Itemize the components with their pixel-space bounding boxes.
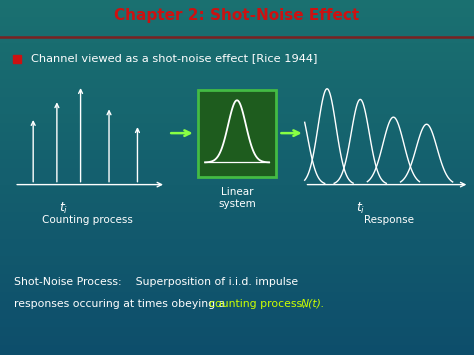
Bar: [198, 90, 276, 177]
Text: counting process,: counting process,: [209, 299, 309, 308]
Bar: [0, 266, 474, 275]
Bar: [0, 178, 474, 186]
Bar: [0, 328, 474, 337]
Bar: [0, 222, 474, 231]
Bar: [0, 36, 474, 44]
Text: responses occuring at times obeying a: responses occuring at times obeying a: [14, 299, 229, 308]
Bar: [0, 53, 474, 62]
Bar: [0, 9, 474, 18]
Bar: [0, 151, 474, 160]
Bar: [0, 302, 474, 311]
Bar: [0, 275, 474, 284]
Bar: [0, 89, 474, 98]
Text: Shot-Noise Process:    Superposition of i.i.d. impulse: Shot-Noise Process: Superposition of i.i…: [14, 277, 298, 287]
Bar: [0, 133, 474, 142]
Bar: [0, 346, 474, 355]
Bar: [0, 142, 474, 151]
Bar: [0, 71, 474, 80]
Bar: [0, 124, 474, 133]
Bar: [0, 195, 474, 204]
Text: Chapter 2: Shot-Noise Effect: Chapter 2: Shot-Noise Effect: [114, 9, 360, 23]
Bar: [0, 240, 474, 248]
Text: Linear
system: Linear system: [218, 187, 256, 209]
Bar: [0, 337, 474, 346]
Bar: [0, 186, 474, 195]
Text: N(t).: N(t).: [301, 299, 325, 308]
Text: $t_i$: $t_i$: [59, 201, 69, 216]
Bar: [0, 160, 474, 169]
Text: Counting process: Counting process: [42, 215, 133, 225]
Bar: [0, 115, 474, 124]
Bar: [0, 98, 474, 106]
Bar: [0, 169, 474, 178]
Bar: [0, 80, 474, 89]
Text: $t_i$: $t_i$: [356, 201, 365, 216]
Bar: [0, 257, 474, 266]
Bar: [0, 106, 474, 115]
Bar: [0, 248, 474, 257]
Bar: [0, 293, 474, 302]
Bar: [0, 18, 474, 27]
Bar: [0, 284, 474, 293]
Bar: [0, 311, 474, 320]
Bar: [0, 62, 474, 71]
Bar: [0, 0, 474, 9]
Text: Channel viewed as a shot-noise effect [Rice 1944]: Channel viewed as a shot-noise effect [R…: [31, 54, 317, 64]
Bar: [0, 27, 474, 36]
Bar: [0, 204, 474, 213]
Text: Response: Response: [364, 215, 414, 225]
Bar: [0, 320, 474, 328]
Bar: [0, 44, 474, 53]
Bar: [0, 213, 474, 222]
Bar: [0, 231, 474, 240]
